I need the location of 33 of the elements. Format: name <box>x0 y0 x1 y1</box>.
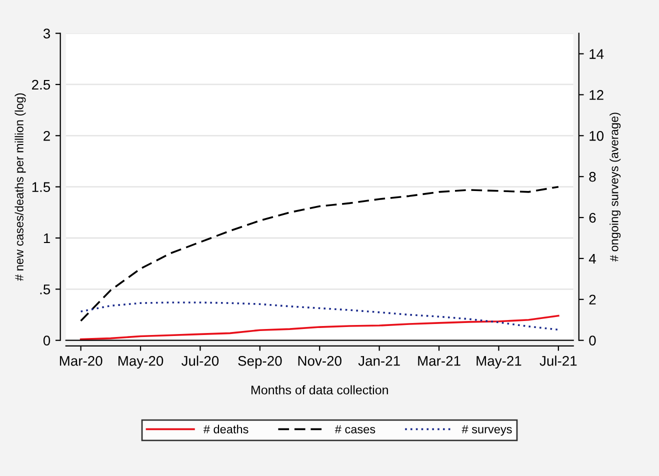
y-tick-label: 1.5 <box>32 182 50 192</box>
y2-tick-label: 2 <box>589 294 596 304</box>
x-tick-label: Jul-20 <box>182 356 219 366</box>
y-tick-label: 1 <box>44 233 50 244</box>
y2-tick-label: 0 <box>589 336 596 346</box>
y-tick-label: .5 <box>40 284 50 294</box>
legend-label: # surveys <box>462 425 512 436</box>
x-tick-label: Mar-21 <box>418 356 460 366</box>
x-tick-label: Nov-20 <box>298 356 342 366</box>
y2-tick-label: 4 <box>588 254 596 264</box>
y2-tick-label: 6 <box>589 212 596 223</box>
legend-label: # deaths <box>203 424 248 434</box>
y2-tick-label: 12 <box>590 90 604 100</box>
y2-axis-title: # ongoing surveys (average) <box>610 112 621 262</box>
x-tick-label: May-20 <box>118 356 164 369</box>
y-tick-label: 2.5 <box>32 80 50 90</box>
line-series <box>80 314 560 340</box>
x-tick-label: Jan-21 <box>358 356 400 366</box>
x-tick-label: Mar-20 <box>60 356 102 366</box>
y2-tick-label: 8 <box>589 172 596 182</box>
line-series <box>80 186 560 322</box>
y-tick-label: 3 <box>43 28 50 38</box>
x-tick-label: Jul-21 <box>540 356 577 366</box>
y-tick-label: 2 <box>44 130 50 141</box>
x-axis-title: Months of data collection <box>252 385 388 394</box>
y2-tick-label: 14 <box>590 49 604 59</box>
line-series <box>80 302 560 331</box>
x-tick-label: Sep-20 <box>238 356 282 369</box>
x-tick-label: May-21 <box>476 356 522 369</box>
legend-label: # cases <box>334 425 376 434</box>
y2-tick-label: 10 <box>590 130 604 141</box>
y-axis-title: # new cases/deaths per million (log) <box>14 93 26 281</box>
y-tick-label: 0 <box>43 336 50 346</box>
